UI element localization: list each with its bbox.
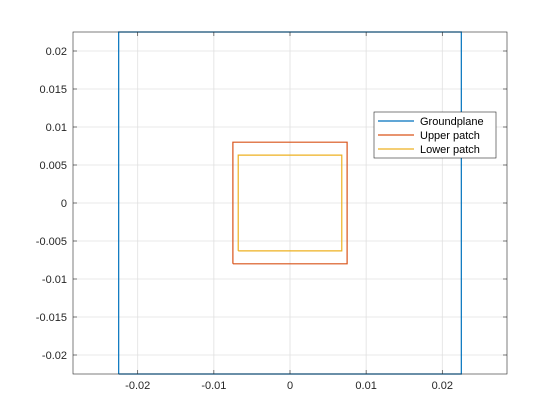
y-tick-label: 0.02 <box>46 46 67 58</box>
series-line-lower-patch <box>237 154 343 252</box>
series-line-upper-patch <box>232 141 348 265</box>
y-tick-label: 0.015 <box>39 84 67 96</box>
legend-entry-label: Lower patch <box>420 144 480 156</box>
y-tick-label: 0.01 <box>46 122 67 134</box>
y-tick-label: -0.005 <box>36 236 67 248</box>
x-tick-label: -0.01 <box>201 380 226 392</box>
y-tick-label: 0.005 <box>39 160 67 172</box>
y-tick-label: -0.02 <box>42 350 67 362</box>
x-tick-label: 0.02 <box>432 380 453 392</box>
ticks: -0.02 -0.01 0 0.01 0.02 -0.02 -0.015 -0.01 -0.00… <box>36 32 507 392</box>
legend-entry-label: Groundplane <box>420 116 484 128</box>
x-tick-label: -0.02 <box>125 380 150 392</box>
y-tick-label: 0 <box>61 198 67 210</box>
x-tick-label: 0 <box>287 380 293 392</box>
y-tick-label: -0.015 <box>36 312 67 324</box>
x-tick-label: 0.01 <box>355 380 376 392</box>
grid <box>73 32 507 374</box>
y-tick-label: -0.01 <box>42 274 67 286</box>
legend-entry-label: Upper patch <box>420 130 480 142</box>
legend[interactable]: Groundplane Upper patch Lower patch <box>373 111 497 159</box>
